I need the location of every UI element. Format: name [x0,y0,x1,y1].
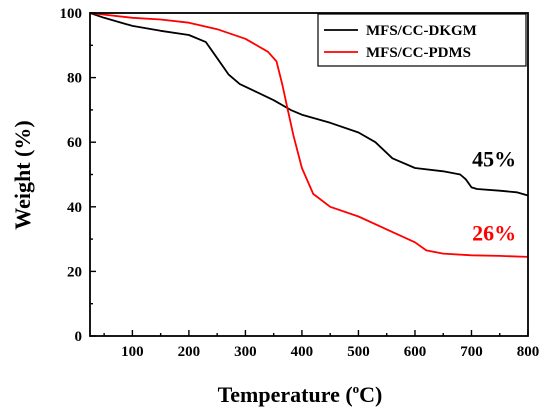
series-line-1 [89,12,529,197]
x-tick-label: 100 [121,344,144,360]
legend-label: MFS/CC-PDMS [366,45,471,61]
x-tick-label: 500 [347,344,370,360]
series-layer [89,12,529,258]
x-tick-label: 800 [517,344,540,360]
x-axis-title-main: Temperature ( [218,382,353,407]
y-tick-label: 80 [67,71,82,87]
x-tick-label: 400 [291,344,314,360]
annotation-label: 26% [472,221,516,246]
x-tick-label: 300 [234,344,257,360]
legend-label: MFS/CC-DKGM [366,23,477,39]
annotation-label: 45% [472,146,516,171]
ticks: 100 200 300 400 500 600 700 800 0 20 40 60 80 100 [60,6,540,360]
x-axis-title-sup: o [353,381,360,396]
annotations: 45% 26% [472,146,516,245]
series-line-2 [89,12,529,258]
x-axis-title: Temperature (oC) [218,381,383,407]
legend: MFS/CC-DKGM MFS/CC-PDMS [317,13,527,67]
y-tick-label: 60 [67,135,82,151]
x-tick-label: 200 [178,344,201,360]
y-tick-label: 20 [67,264,82,280]
y-tick-label: 40 [67,200,82,216]
legend-box [317,13,527,67]
x-tick-label: 600 [404,344,427,360]
y-tick-label: 0 [75,329,83,345]
x-axis-title-unit: C) [359,382,382,407]
x-tick-label: 700 [460,344,483,360]
y-tick-label: 100 [60,6,83,22]
y-axis-title: Weight (%) [10,120,35,229]
